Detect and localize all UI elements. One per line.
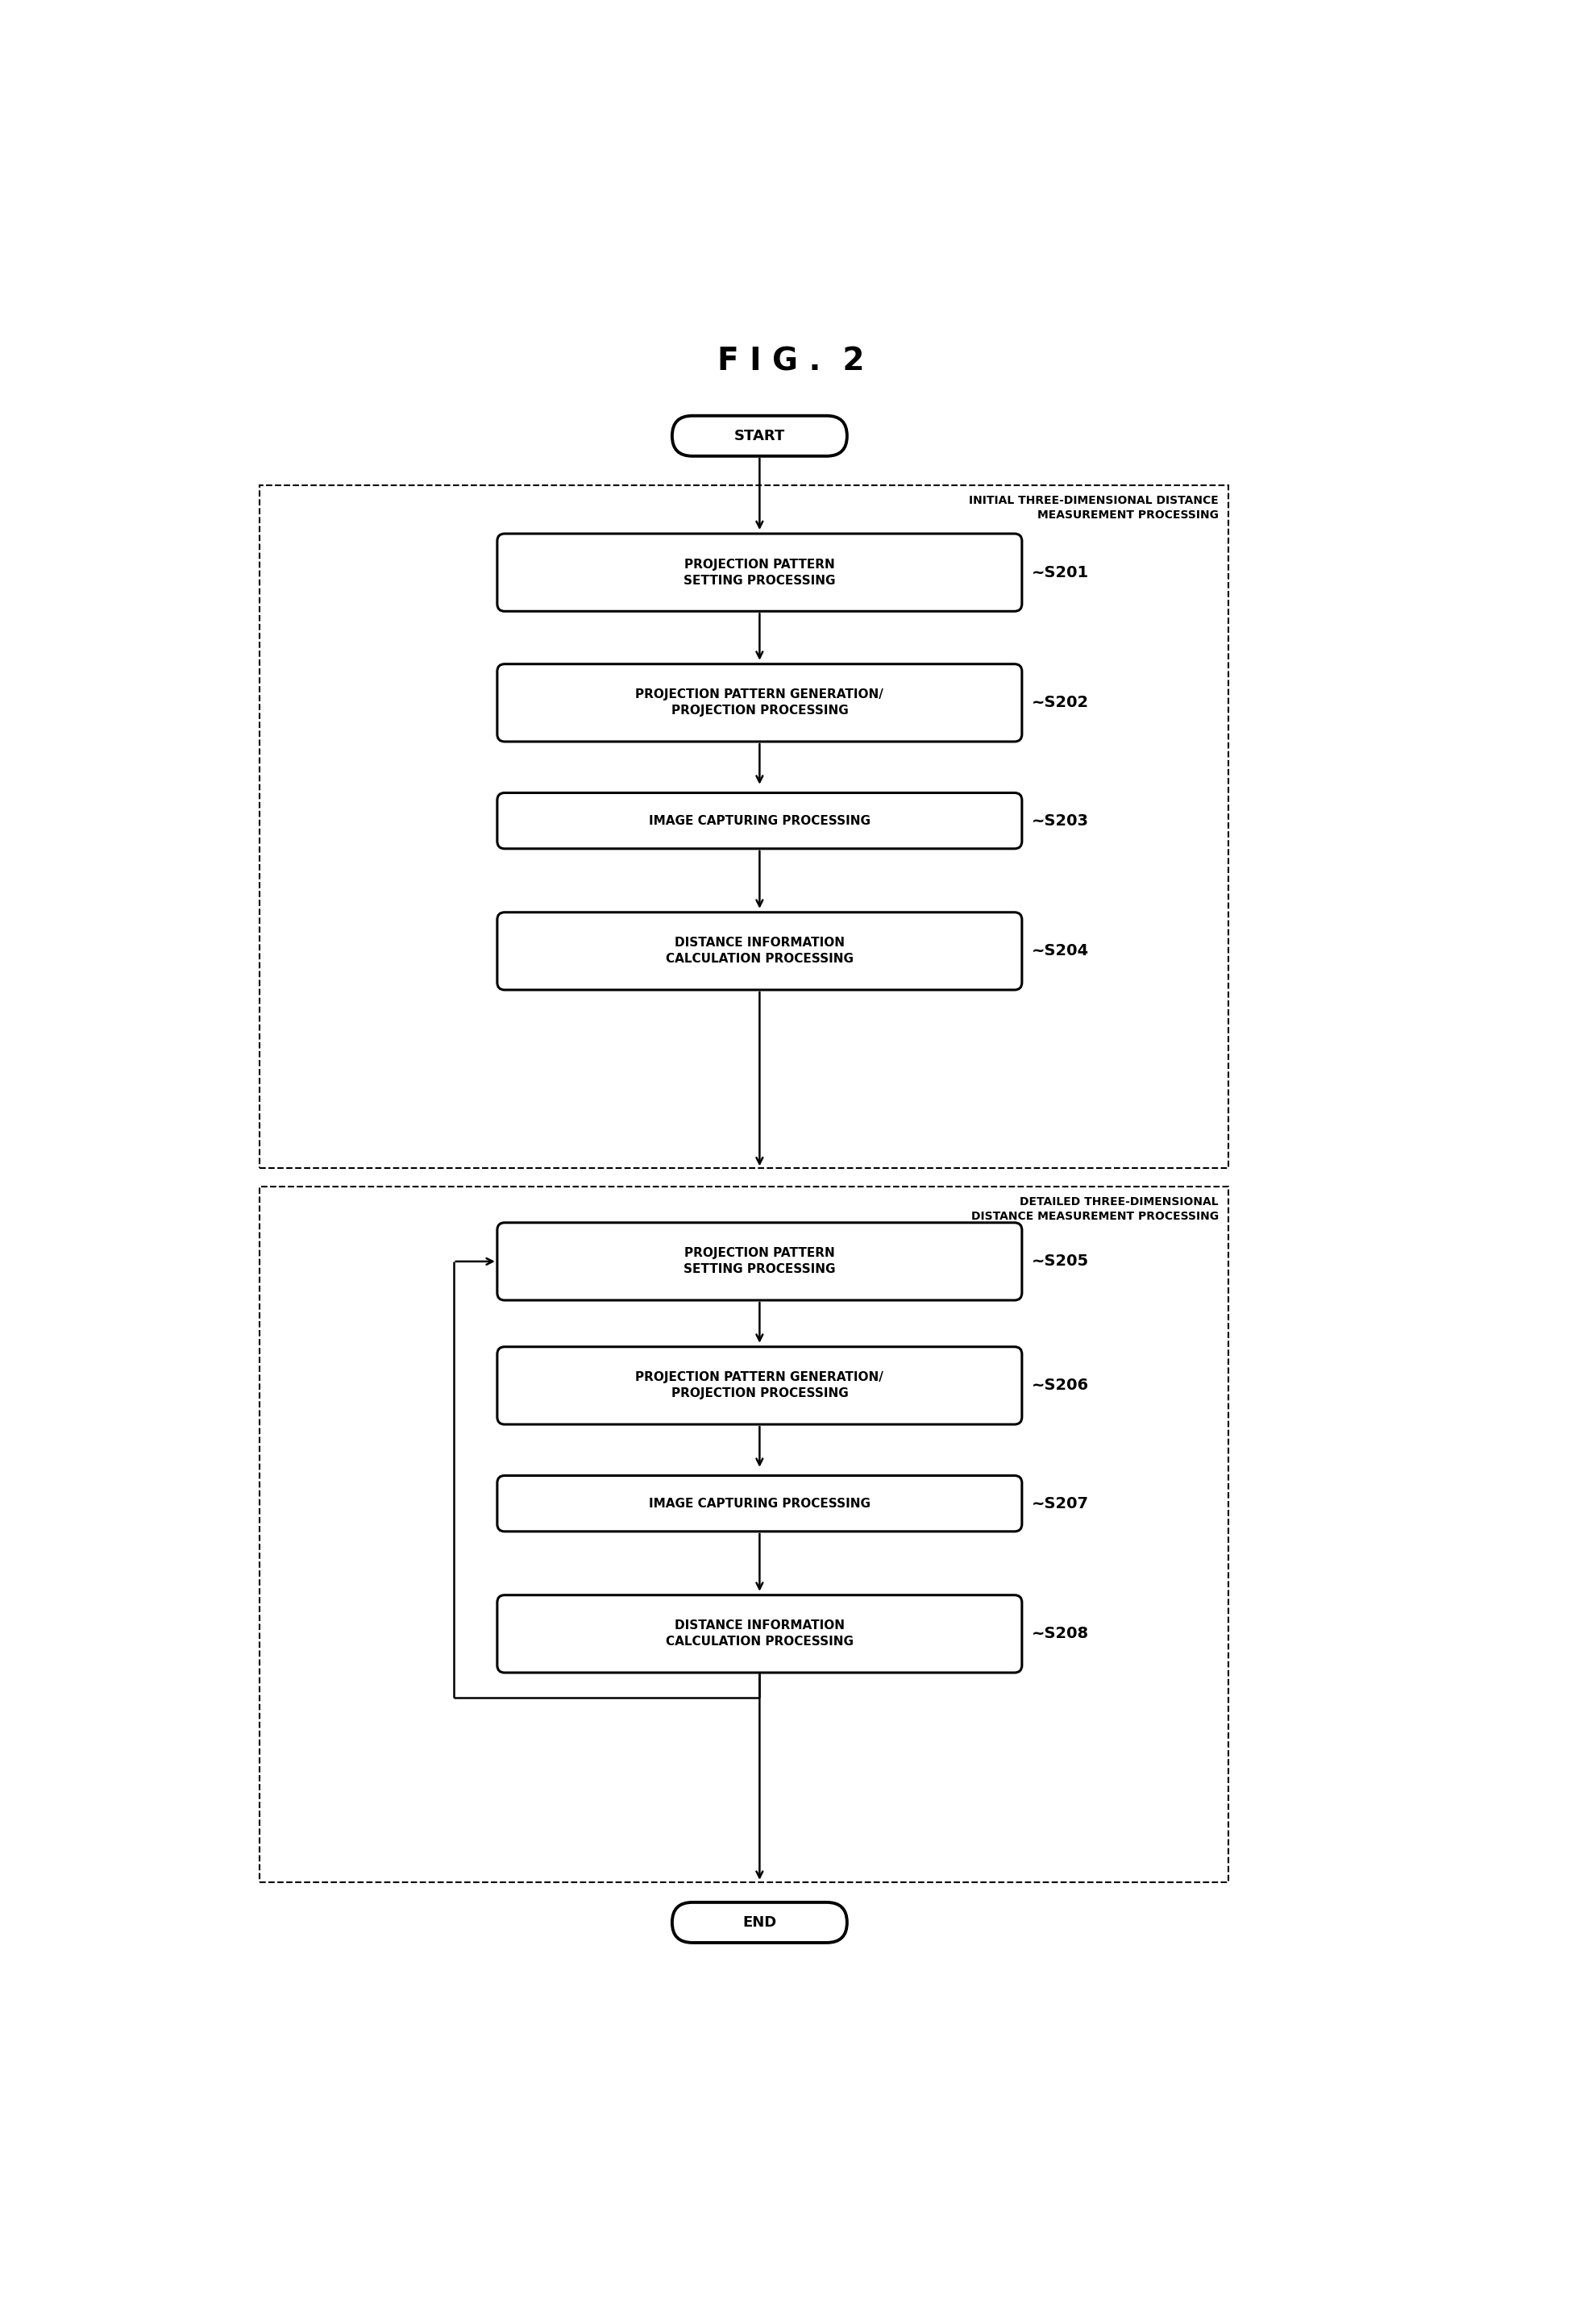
Text: ~S203: ~S203 — [1031, 813, 1088, 827]
Bar — [261, 1188, 1228, 1882]
Bar — [261, 486, 1228, 1169]
Text: PROJECTION PATTERN
SETTING PROCESSING: PROJECTION PATTERN SETTING PROCESSING — [684, 1248, 835, 1276]
Text: ~S206: ~S206 — [1031, 1378, 1088, 1394]
FancyBboxPatch shape — [497, 1594, 1022, 1673]
FancyBboxPatch shape — [673, 1903, 846, 1943]
Text: IMAGE CAPTURING PROCESSING: IMAGE CAPTURING PROCESSING — [649, 1497, 870, 1511]
FancyBboxPatch shape — [497, 535, 1022, 611]
Text: DISTANCE INFORMATION
CALCULATION PROCESSING: DISTANCE INFORMATION CALCULATION PROCESS… — [666, 1620, 854, 1648]
FancyBboxPatch shape — [497, 1476, 1022, 1532]
Text: INITIAL THREE-DIMENSIONAL DISTANCE
MEASUREMENT PROCESSING: INITIAL THREE-DIMENSIONAL DISTANCE MEASU… — [970, 495, 1219, 521]
Text: ~S205: ~S205 — [1031, 1253, 1088, 1269]
Text: PROJECTION PATTERN
SETTING PROCESSING: PROJECTION PATTERN SETTING PROCESSING — [684, 558, 835, 586]
Text: DISTANCE INFORMATION
CALCULATION PROCESSING: DISTANCE INFORMATION CALCULATION PROCESS… — [666, 937, 854, 964]
Text: ~S201: ~S201 — [1031, 565, 1088, 581]
FancyBboxPatch shape — [497, 1222, 1022, 1299]
Text: END: END — [742, 1915, 777, 1929]
Text: ~S202: ~S202 — [1031, 695, 1088, 711]
FancyBboxPatch shape — [497, 665, 1022, 741]
FancyBboxPatch shape — [497, 792, 1022, 848]
Text: IMAGE CAPTURING PROCESSING: IMAGE CAPTURING PROCESSING — [649, 816, 870, 827]
Text: ~S207: ~S207 — [1031, 1497, 1088, 1511]
Text: F I G .  2: F I G . 2 — [717, 346, 864, 376]
Text: PROJECTION PATTERN GENERATION/
PROJECTION PROCESSING: PROJECTION PATTERN GENERATION/ PROJECTIO… — [635, 688, 884, 716]
Text: PROJECTION PATTERN GENERATION/
PROJECTION PROCESSING: PROJECTION PATTERN GENERATION/ PROJECTIO… — [635, 1371, 884, 1399]
FancyBboxPatch shape — [497, 913, 1022, 990]
FancyBboxPatch shape — [673, 416, 846, 456]
Text: DETAILED THREE-DIMENSIONAL
DISTANCE MEASUREMENT PROCESSING: DETAILED THREE-DIMENSIONAL DISTANCE MEAS… — [971, 1197, 1219, 1222]
FancyBboxPatch shape — [497, 1348, 1022, 1425]
Text: START: START — [734, 428, 785, 444]
Text: ~S208: ~S208 — [1031, 1627, 1088, 1641]
Text: ~S204: ~S204 — [1031, 944, 1088, 960]
